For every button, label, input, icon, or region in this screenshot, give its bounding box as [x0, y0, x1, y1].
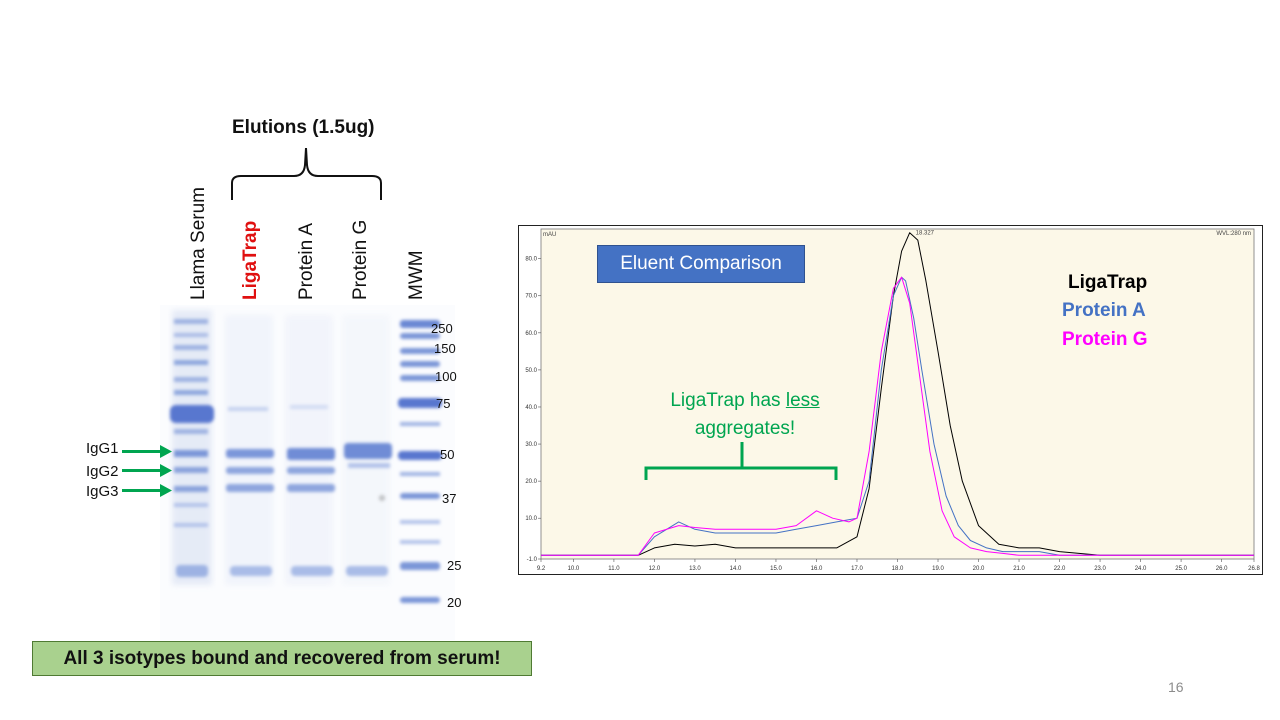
x-tick-label: 19.0 [932, 566, 944, 572]
chromatogram-plot: mAU WVL:280 nm 9.2 10.0 11.0 12.0 13.0 14.0 15… [525, 228, 1260, 572]
x-tick-label: 26.0 [1216, 566, 1228, 572]
mw-label-25: 25 [447, 558, 462, 573]
x-tick-label: 23.0 [1094, 566, 1106, 572]
mw-label-37: 37 [442, 491, 457, 506]
x-tick-label: 18.0 [892, 566, 904, 572]
y-tick-label: -1.0 [527, 557, 538, 563]
series-line-protein-a [541, 276, 1254, 556]
x-tick-label: 10.0 [568, 566, 580, 572]
x-tick-label: 16.0 [811, 566, 823, 572]
x-tick-label: 21.0 [1013, 566, 1025, 572]
lane-label-ligatrap: LigaTrap [240, 220, 261, 300]
legend-protein-a: Protein A [1062, 300, 1146, 321]
arrow-right-icon [122, 445, 172, 497]
mw-label-150: 150 [434, 341, 456, 356]
chromatogram-frame: mAU WVL:280 nm 9.2 10.0 11.0 12.0 13.0 14.0 15… [518, 225, 1263, 575]
mw-label-20: 20 [447, 595, 462, 610]
wavelength-label: WVL:280 nm [1216, 231, 1251, 237]
lane-label-protein-g: Protein G [350, 219, 371, 300]
elutions-title: Elutions (1.5ug) [232, 117, 375, 138]
mw-label-75: 75 [436, 396, 451, 411]
annotation-text-pre: LigaTrap has [670, 390, 786, 411]
x-tick-label: 20.0 [973, 566, 985, 572]
y-tick-label: 80.0 [525, 257, 537, 263]
page-number: 16 [1168, 679, 1184, 695]
x-tick-label: 25.0 [1175, 566, 1187, 572]
aggregates-annotation: LigaTrap has less aggregates! [650, 387, 840, 443]
unit-label: mAU [543, 232, 556, 238]
y-tick-label: 20.0 [525, 479, 537, 485]
y-tick-label: 10.0 [525, 516, 537, 522]
lane-label-llama-serum: Llama Serum [188, 187, 209, 300]
mw-label-50: 50 [440, 447, 455, 462]
chromatogram-axes: 9.2 10.0 11.0 12.0 13.0 14.0 15.0 16.0 17.0 18.0 1… [525, 257, 1260, 572]
igg-arrows [122, 445, 172, 497]
plot-area [540, 228, 1255, 560]
lane-label-protein-a: Protein A [296, 222, 317, 300]
igg3-label: IgG3 [86, 483, 119, 500]
legend-ligatrap: LigaTrap [1068, 272, 1148, 293]
y-tick-label: 30.0 [525, 442, 537, 448]
x-tick-label: 15.0 [770, 566, 782, 572]
y-tick-label: 50.0 [525, 368, 537, 374]
x-tick-label: 13.0 [689, 566, 701, 572]
mw-label-250: 250 [431, 321, 453, 336]
igg2-label: IgG2 [86, 463, 119, 480]
x-tick-label: 22.0 [1054, 566, 1066, 572]
series-line-protein-g [541, 276, 1254, 556]
peak-label: 18.327 [916, 231, 935, 237]
y-tick-label: 40.0 [525, 405, 537, 411]
annotation-text-less: less [785, 390, 820, 411]
x-tick-label: 9.2 [537, 566, 546, 572]
x-tick-label: 24.0 [1135, 566, 1147, 572]
lane-label-mwm: MWM [406, 250, 427, 300]
elutions-brace [231, 147, 382, 200]
gel-image [160, 305, 455, 640]
igg1-label: IgG1 [86, 440, 119, 457]
y-tick-label: 60.0 [525, 331, 537, 337]
y-tick-label: 70.0 [525, 294, 537, 300]
eluent-comparison-title: Eluent Comparison [597, 245, 805, 283]
gel-conclusion-box: All 3 isotypes bound and recovered from … [32, 641, 532, 676]
mw-label-100: 100 [435, 369, 457, 384]
x-tick-label: 11.0 [608, 566, 620, 572]
x-tick-label: 17.0 [851, 566, 863, 572]
aggregates-bracket [644, 442, 838, 480]
chromatogram-lines [541, 232, 1254, 556]
x-tick-label: 12.0 [649, 566, 661, 572]
x-tick-label: 14.0 [730, 566, 742, 572]
legend-protein-g: Protein G [1062, 329, 1148, 350]
x-tick-label: 26.8 [1248, 566, 1260, 572]
annotation-text-post: aggregates! [694, 418, 796, 439]
